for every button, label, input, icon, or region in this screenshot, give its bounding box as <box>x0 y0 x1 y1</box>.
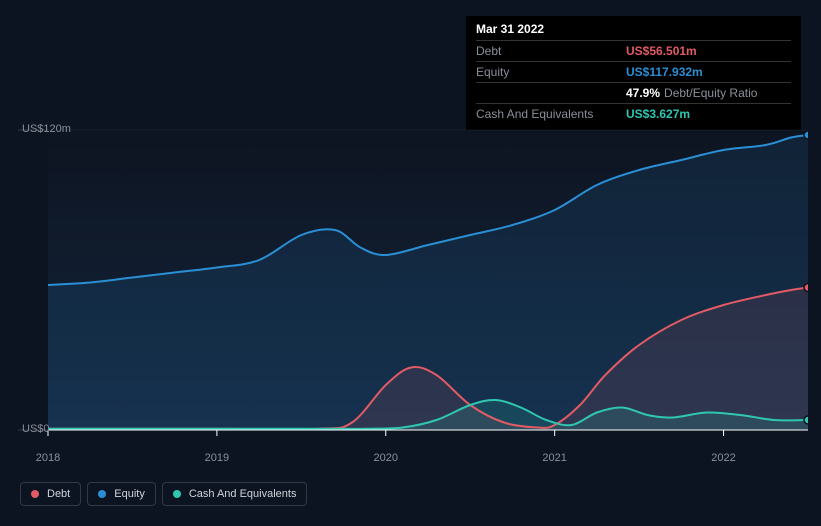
x-axis-label: 2020 <box>374 452 398 464</box>
legend-dot <box>98 490 106 498</box>
legend-item[interactable]: Equity <box>87 482 156 506</box>
hover-tooltip: Mar 31 2022 DebtUS$56.501mEquityUS$117.9… <box>466 16 801 130</box>
tooltip-row-value: US$117.932m <box>626 65 791 79</box>
tooltip-row-label: Debt <box>476 44 626 58</box>
legend-dot <box>173 490 181 498</box>
x-axis-label: 2019 <box>205 452 229 464</box>
legend-dot <box>31 490 39 498</box>
legend-label: Equity <box>114 488 145 500</box>
y-axis-label: US$120m <box>22 123 71 135</box>
legend-label: Cash And Equivalents <box>189 488 297 500</box>
tooltip-row-value: US$3.627m <box>626 107 791 121</box>
tooltip-row: EquityUS$117.932m <box>476 61 791 82</box>
tooltip-row-value: 47.9%Debt/Equity Ratio <box>626 86 791 100</box>
tooltip-row: 47.9%Debt/Equity Ratio <box>476 82 791 103</box>
legend-item[interactable]: Cash And Equivalents <box>162 482 308 506</box>
tooltip-row-label: Equity <box>476 65 626 79</box>
y-axis-label: US$0 <box>22 423 50 435</box>
tooltip-date: Mar 31 2022 <box>476 22 791 40</box>
legend: Debt Equity Cash And Equivalents <box>20 482 307 506</box>
legend-item[interactable]: Debt <box>20 482 81 506</box>
tooltip-row-label <box>476 86 626 100</box>
x-axis-label: 2018 <box>36 452 60 464</box>
tooltip-row-label: Cash And Equivalents <box>476 107 626 121</box>
tooltip-row: DebtUS$56.501m <box>476 40 791 61</box>
tooltip-row-value: US$56.501m <box>626 44 791 58</box>
chart-area <box>18 120 808 450</box>
legend-label: Debt <box>47 488 70 500</box>
x-axis-label: 2021 <box>542 452 566 464</box>
x-axis-label: 2022 <box>711 452 735 464</box>
